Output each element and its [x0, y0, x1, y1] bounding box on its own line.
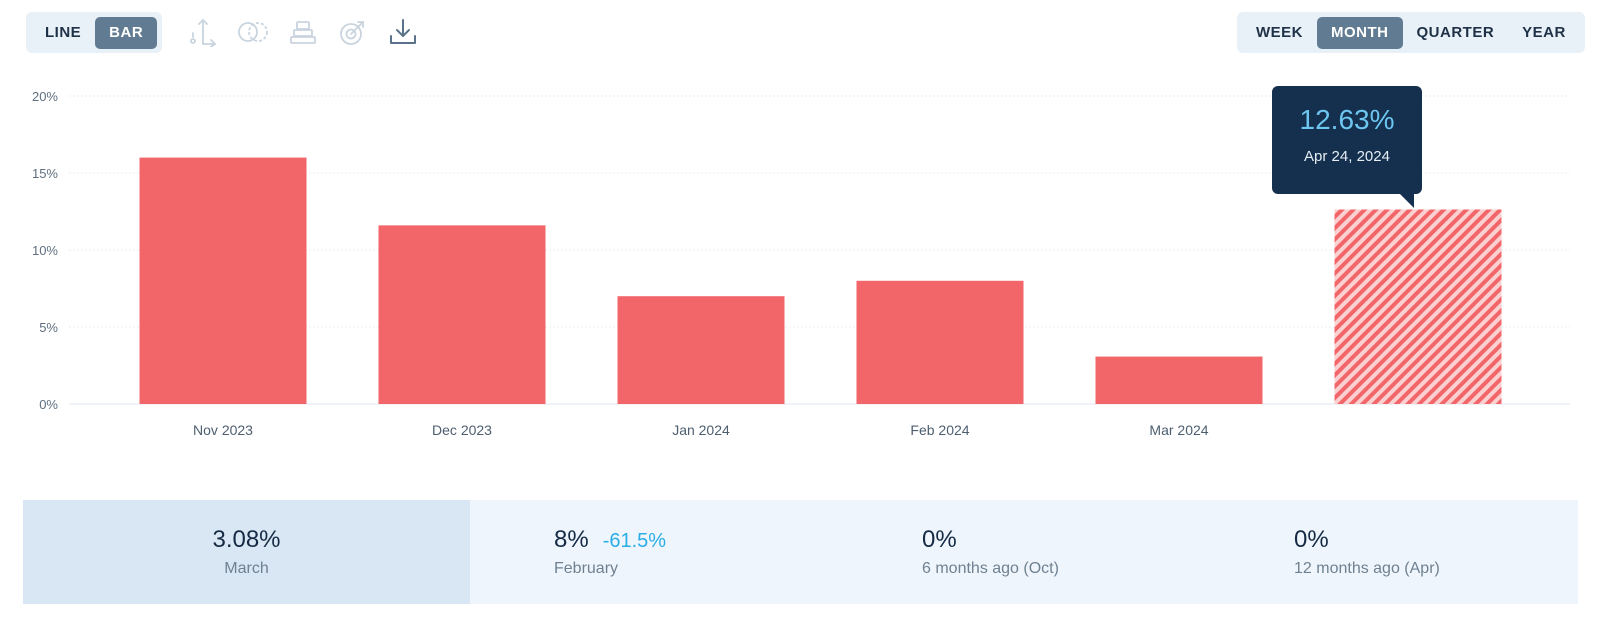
tooltip-value: 12.63%	[1299, 104, 1395, 135]
bar-chart: 0% 5% 10% 15% 20% Nov 2023 Dec 2023 Jan 2024 Feb…	[32, 89, 1570, 438]
stat-label: 6 months ago (Oct)	[922, 560, 1059, 577]
line-toggle-button[interactable]: LINE	[45, 23, 82, 41]
bar[interactable]	[378, 225, 546, 404]
axis-icon[interactable]	[186, 14, 220, 50]
y-tick-label: 10%	[32, 243, 58, 258]
compare-icon[interactable]	[236, 14, 270, 50]
bar-projected[interactable]	[1334, 209, 1502, 404]
period-toggle: WEEK MONTH QUARTER YEAR	[1237, 12, 1585, 53]
y-tick-label: 5%	[39, 320, 58, 335]
stat-label: 12 months ago (Apr)	[1294, 560, 1440, 577]
year-toggle-button[interactable]: YEAR	[1522, 23, 1566, 41]
x-tick-label: Jan 2024	[672, 422, 730, 438]
bar-toggle-button[interactable]: BAR	[95, 16, 158, 49]
stat-current[interactable]: 3.08% March	[23, 500, 470, 604]
stat-previous[interactable]: 8% -61.5% February	[470, 500, 840, 604]
x-tick-label: Dec 2023	[432, 422, 492, 438]
week-toggle-button[interactable]: WEEK	[1256, 23, 1303, 41]
quarter-toggle-button[interactable]: QUARTER	[1416, 23, 1495, 41]
tooltip-pointer	[1400, 194, 1414, 208]
stack-icon[interactable]	[286, 14, 320, 50]
bar[interactable]	[1095, 356, 1263, 404]
x-tick-label: Mar 2024	[1149, 422, 1208, 438]
stat-label: March	[224, 560, 269, 577]
download-icon[interactable]	[386, 14, 420, 50]
target-icon[interactable]	[336, 14, 370, 50]
stat-value: 0%	[1294, 526, 1329, 553]
bar-tooltip: 12.63% Apr 24, 2024	[1272, 86, 1422, 208]
x-tick-label: Nov 2023	[193, 422, 253, 438]
month-toggle-button[interactable]: MONTH	[1317, 16, 1403, 49]
y-tick-label: 0%	[39, 397, 58, 412]
y-tick-label: 15%	[32, 166, 58, 181]
chart-tools	[186, 14, 420, 50]
stat-12-months[interactable]: 0% 12 months ago (Apr)	[1210, 500, 1578, 604]
stat-value: 8%	[554, 526, 589, 553]
stat-label: February	[554, 560, 619, 577]
tooltip-date: Apr 24, 2024	[1304, 148, 1390, 165]
bar[interactable]	[617, 296, 785, 404]
x-tick-label: Feb 2024	[910, 422, 969, 438]
chart-type-toggle: LINE BAR	[26, 12, 163, 53]
bar[interactable]	[856, 280, 1024, 404]
stat-value: 0%	[922, 526, 957, 553]
y-tick-label: 20%	[32, 89, 58, 104]
stat-value: 3.08%	[212, 526, 281, 553]
stats-strip: 3.08% March 8% -61.5% February 0% 6 month…	[23, 500, 1578, 604]
stat-change: -61.5%	[602, 530, 667, 552]
bar[interactable]	[139, 157, 307, 404]
stat-6-months[interactable]: 0% 6 months ago (Oct)	[840, 500, 1210, 604]
